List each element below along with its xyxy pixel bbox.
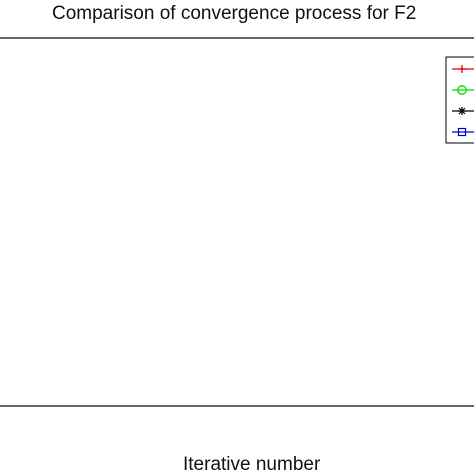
plot-frame [0, 37, 474, 407]
data-point [457, 85, 467, 95]
plot-area [0, 37, 474, 407]
chart-title: Comparison of convergence process for F2 [52, 3, 416, 24]
data-point [457, 127, 467, 137]
data-point [458, 107, 466, 115]
data-point [458, 65, 466, 73]
legend-entry [452, 65, 474, 73]
legend [445, 56, 474, 144]
legend-box [445, 56, 474, 144]
legend-entry [452, 107, 474, 115]
legend-entry [452, 85, 474, 95]
x-axis-label: Iterative number [183, 454, 321, 474]
legend-entry [452, 127, 474, 137]
